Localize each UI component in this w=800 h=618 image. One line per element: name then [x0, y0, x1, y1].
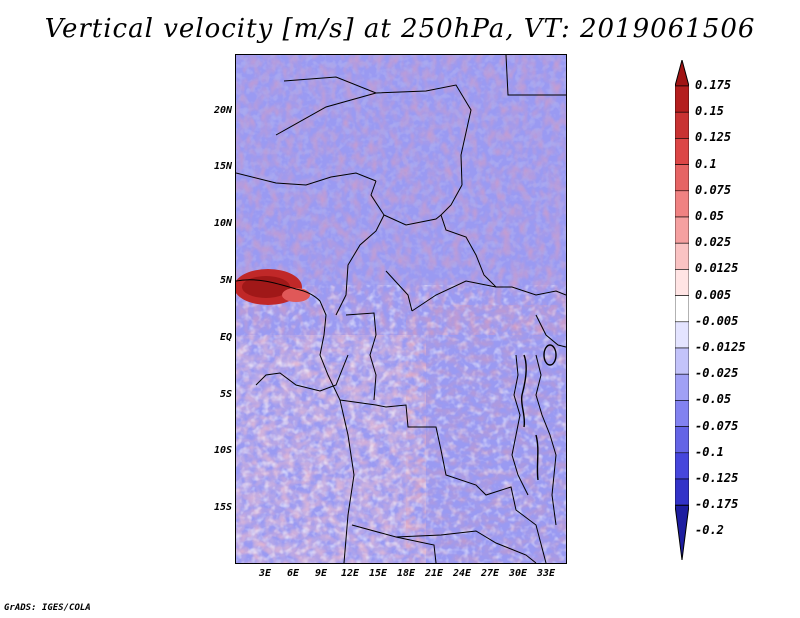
colorbar-label: -0.125: [695, 471, 739, 485]
lon-label-30e: 30E: [508, 568, 528, 579]
colorbar-min-triangle: [675, 504, 689, 560]
colorbar: [675, 60, 689, 560]
colorbar-bin: [675, 190, 689, 218]
colorbar-bin: [675, 321, 689, 349]
colorbar-label: 0.175: [695, 78, 732, 92]
lon-label-27e: 27E: [480, 568, 500, 579]
lat-label-10s: 10S: [213, 445, 232, 456]
country-borders: [236, 55, 566, 563]
lat-label-10n: 10N: [213, 218, 232, 229]
colorbar-bin: [675, 295, 689, 323]
lon-label-12e: 12E: [340, 568, 360, 579]
colorbar-label: -0.025: [695, 366, 739, 381]
colorbar-bin: [675, 111, 689, 139]
colorbar-label: -0.175: [695, 497, 739, 512]
colorbar-bin: [675, 400, 689, 427]
colorbar-bin: [675, 269, 689, 296]
colorbar-bin: [675, 452, 689, 480]
colorbar-label: -0.05: [695, 392, 732, 407]
convective-edge: [282, 288, 310, 302]
colorbar-label: 0.1: [695, 156, 717, 171]
colorbar-label: -0.0125: [695, 340, 746, 354]
lakes: [520, 344, 557, 481]
grads-credit: GrADS: IGES/COLA: [4, 603, 91, 613]
colorbar-bin: [675, 347, 689, 375]
colorbar-label: 0.0125: [695, 261, 739, 276]
lat-label-15s: 15S: [213, 502, 232, 513]
colorbar-max-triangle: [675, 60, 689, 87]
colorbar-bin: [675, 138, 689, 165]
colorbar-bin: [675, 478, 689, 506]
colorbar-label: 0.025: [695, 235, 732, 250]
colorbar-label: 0.005: [695, 287, 732, 302]
colorbar-label: -0.1: [695, 444, 724, 459]
vertical-velocity-field: [236, 55, 566, 563]
lat-label-5n: 5N: [219, 275, 232, 286]
map-panel: [235, 54, 567, 564]
colorbar-label: 0.15: [695, 104, 724, 119]
colorbar-bin: [675, 216, 689, 244]
lon-label-18e: 18E: [396, 568, 416, 579]
colorbar-bin: [675, 164, 689, 192]
colorbar-label: 0.125: [695, 130, 732, 145]
colorbar-bin: [675, 242, 689, 270]
colorbar-bin: [675, 85, 689, 113]
colorbar-bin: [675, 426, 689, 454]
lon-label-21e: 21E: [424, 568, 444, 579]
colorbar-bin: [675, 373, 689, 401]
lon-label-33e: 33E: [536, 568, 556, 579]
lon-label-3e: 3E: [258, 568, 272, 579]
colorbar-label: -0.005: [695, 313, 739, 328]
colorbar-label: 0.05: [695, 209, 724, 223]
lat-label-eq: EQ: [219, 332, 232, 343]
lon-label-6e: 6E: [286, 568, 300, 579]
field-negative-north: [236, 55, 566, 285]
field-positive-east: [406, 305, 566, 563]
lat-label-5s: 5S: [219, 389, 232, 400]
convective-core: [242, 276, 290, 298]
lon-label-15e: 15E: [368, 568, 388, 579]
colorbar-label: -0.2: [695, 523, 724, 538]
lon-label-24e: 24E: [452, 568, 472, 579]
lon-label-9e: 9E: [314, 568, 328, 579]
lat-label-15n: 15N: [213, 161, 232, 172]
plot-title: Vertical velocity [m/s] at 250hPa, VT: 2…: [44, 14, 756, 44]
colorbar-label: -0.075: [695, 418, 739, 433]
lat-label-20n: 20N: [213, 105, 232, 116]
colorbar-label: 0.075: [695, 182, 732, 197]
